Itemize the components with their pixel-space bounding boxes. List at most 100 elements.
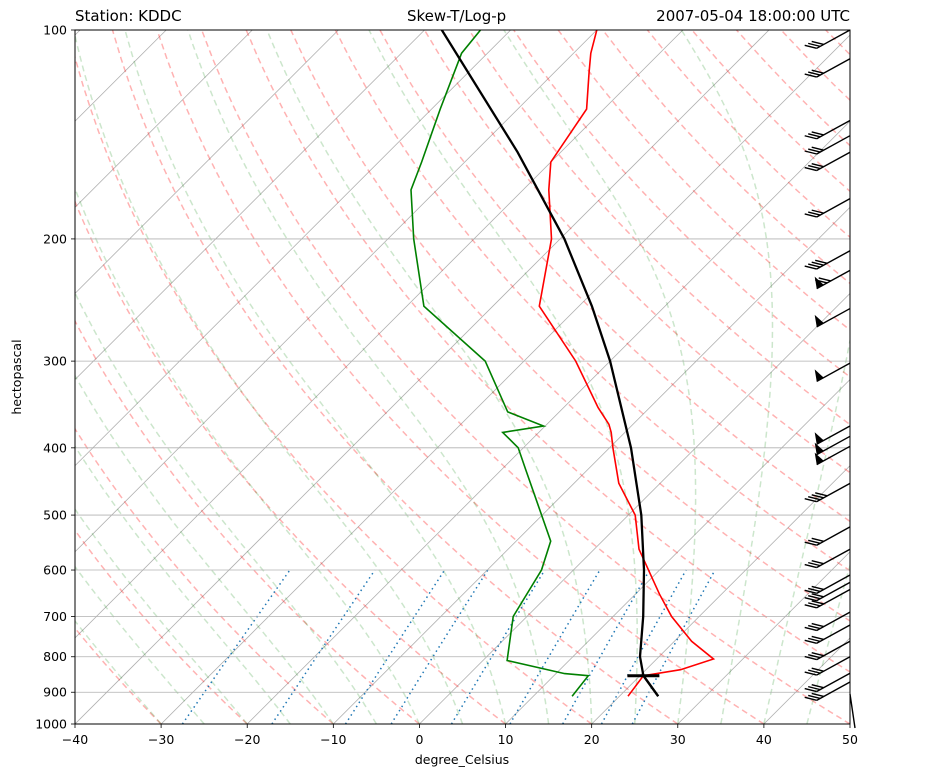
y-tick-label: 100 [43, 23, 67, 38]
moist-adiabat [124, 30, 507, 724]
wind-barb [814, 425, 851, 445]
x-tick-label: 20 [584, 732, 600, 747]
dry-adiabat [156, 30, 765, 724]
moist-adiabat [75, 565, 205, 724]
wind-barb [804, 681, 851, 702]
isotherm [419, 292, 850, 724]
x-tick-label: 0 [415, 732, 423, 747]
moist-adiabat [75, 619, 162, 724]
y-axis-label: hectopascal [9, 339, 24, 414]
wind-barb [804, 526, 851, 546]
wind-barb [804, 119, 851, 140]
moist-adiabat [75, 374, 334, 724]
moist-adiabat [266, 30, 593, 724]
mixing-ratio-line [450, 569, 546, 724]
wind-barb [804, 250, 851, 270]
isotherm [75, 30, 339, 295]
y-tick-label: 1000 [35, 717, 67, 732]
reference-lines [75, 30, 850, 724]
plot-frame [74, 29, 851, 725]
dry-adiabat [691, 30, 850, 193]
dry-adiabat [290, 30, 850, 622]
dry-adiabat [468, 30, 850, 426]
wind-barb [814, 435, 851, 456]
dry-adiabat [423, 30, 850, 474]
y-tick-label: 400 [43, 440, 67, 455]
mixing-ratio-line [562, 569, 651, 724]
isotherm [75, 30, 511, 467]
wind-barb [804, 581, 851, 602]
mixing-ratio-line [344, 569, 446, 724]
datetime-label: 2007-05-04 18:00:00 UTC [656, 7, 850, 25]
station-label: Station: KDDC [75, 7, 182, 25]
mixing-ratio-line [271, 569, 376, 724]
wind-barb [814, 445, 851, 466]
isotherm [75, 30, 167, 122]
isotherm [75, 30, 598, 553]
dry-adiabat [602, 30, 850, 285]
mixing-ratio-line [509, 569, 601, 724]
wind-barbs [804, 29, 856, 729]
dewpoint-line [410, 30, 590, 697]
wind-barb-surface [849, 693, 856, 729]
wind-barb [814, 269, 851, 290]
wind-barb [804, 151, 851, 172]
dry-adiabat [557, 30, 850, 331]
dry-adiabat [75, 627, 162, 724]
x-tick-label: −40 [62, 732, 88, 747]
wind-barb [804, 482, 851, 503]
y-tick-label: 500 [43, 508, 67, 523]
dry-adiabat [75, 54, 593, 724]
moist-adiabat [806, 562, 850, 724]
dry-adiabat [75, 319, 420, 724]
y-tick-label: 600 [43, 563, 67, 578]
dry-adiabat [200, 30, 850, 724]
wind-barb [804, 640, 851, 661]
moist-adiabat [680, 30, 774, 724]
x-axis-label: degree_Celsius [415, 752, 509, 767]
isotherm [246, 120, 850, 724]
wind-barb [804, 548, 851, 569]
isotherm [75, 30, 770, 724]
dry-adiabat [245, 30, 850, 673]
pressure-gridlines [75, 29, 850, 725]
dry-adiabat [513, 30, 850, 378]
wind-barb [804, 58, 851, 78]
dry-adiabat [75, 427, 334, 724]
mixing-ratio-line [390, 569, 489, 724]
wind-barb [804, 198, 851, 218]
wind-barb [804, 29, 851, 49]
wind-barb [804, 656, 851, 676]
moist-adiabat [75, 444, 291, 724]
moist-adiabat [187, 30, 550, 724]
dry-adiabat [334, 30, 850, 572]
moist-adiabat [503, 30, 697, 724]
dry-adiabat [111, 30, 679, 724]
wind-barb [814, 307, 851, 328]
moist-adiabat [75, 507, 248, 724]
y-tick-label: 800 [43, 649, 67, 664]
isotherm [75, 30, 253, 208]
mixing-ratio-line [181, 569, 291, 724]
x-tick-label: 10 [498, 732, 514, 747]
moist-adiabat [75, 32, 464, 724]
dry-adiabat [379, 30, 850, 523]
isotherm [677, 551, 850, 724]
isotherm [75, 30, 425, 381]
x-tick-label: 50 [842, 732, 858, 747]
x-tick-label: 30 [670, 732, 686, 747]
moist-adiabat [763, 336, 850, 724]
wind-barb [804, 672, 851, 693]
isotherm [591, 465, 850, 724]
isotherm [849, 723, 850, 724]
wind-barb [804, 611, 851, 632]
dry-adiabat [780, 30, 850, 102]
x-tick-label: 40 [756, 732, 772, 747]
x-tick-label: −10 [320, 732, 346, 747]
y-tick-label: 700 [43, 609, 67, 624]
profile-lines [410, 30, 716, 697]
isotherm [505, 378, 850, 724]
moist-adiabat [368, 30, 638, 724]
y-tick-label: 200 [43, 231, 67, 246]
